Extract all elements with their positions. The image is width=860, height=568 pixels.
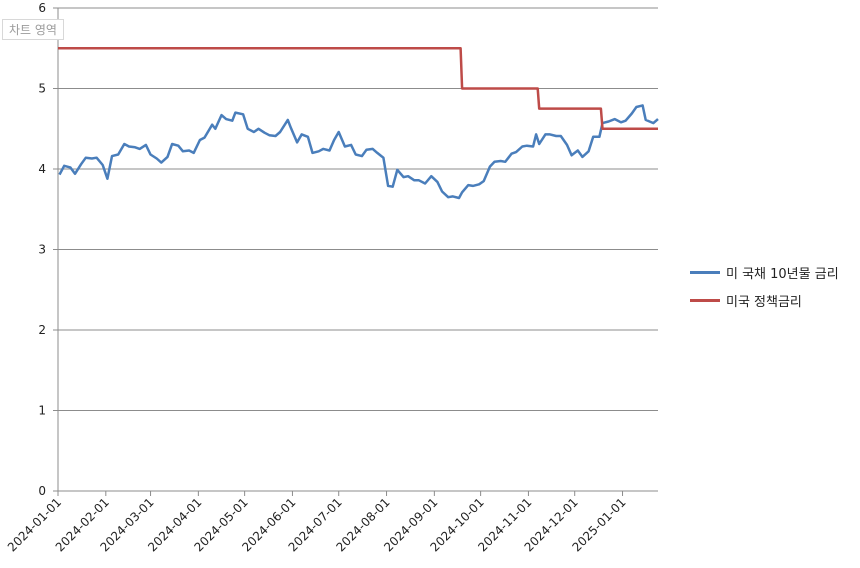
- series-line-policy-rate: [58, 47, 658, 131]
- axes: [53, 7, 658, 496]
- chart-area-tooltip: 차트 영역: [2, 19, 64, 40]
- y-tick-label-2: 2: [38, 323, 46, 337]
- gridlines: [58, 7, 658, 411]
- y-tick-label-6: 6: [38, 1, 46, 15]
- y-tick-label-4: 4: [38, 162, 46, 176]
- y-tick-label-1: 1: [38, 404, 46, 418]
- legend-item-policy-rate[interactable]: 미국 정책금리: [690, 286, 839, 314]
- legend-label-treasury: 미 국채 10년물 금리: [726, 266, 839, 282]
- legend-swatch-policy-rate: [690, 298, 720, 302]
- legend-swatch-treasury: [690, 270, 720, 274]
- y-tick-label-0: 0: [38, 484, 46, 498]
- series-line-treasury: [58, 104, 659, 200]
- series-lines: [58, 47, 659, 200]
- y-tick-label-3: 3: [38, 243, 46, 257]
- legend-label-policy-rate: 미국 정책금리: [726, 294, 802, 310]
- legend: 미 국채 10년물 금리 미국 정책금리: [690, 258, 839, 314]
- legend-item-treasury[interactable]: 미 국채 10년물 금리: [690, 258, 839, 286]
- x-tick-labels: 2024-01-012024-02-012024-03-012024-04-01…: [5, 495, 629, 554]
- y-tick-labels: 0 1 2 3 4 5 6: [38, 1, 46, 498]
- y-tick-label-5: 5: [38, 82, 46, 96]
